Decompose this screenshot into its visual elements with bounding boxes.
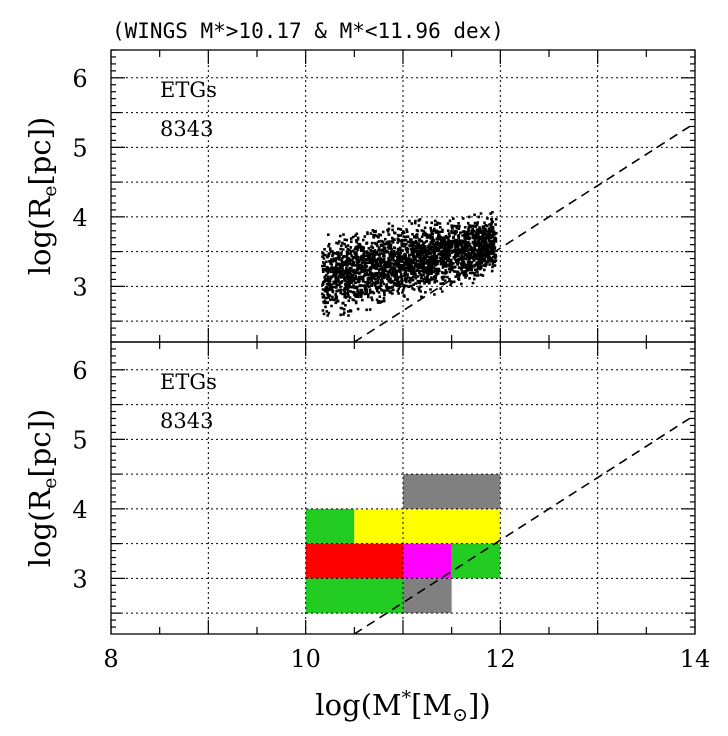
top-annotation-count: 8343 bbox=[160, 117, 213, 141]
x-axis-label: log(M*[M⊙]) bbox=[315, 687, 490, 726]
heatmap-cell bbox=[403, 474, 501, 509]
bottom-panel-heatmap: ETGs 8343 3 4 5 6 8 10 12 14 log(Re[pc]) log(M… bbox=[23, 341, 710, 726]
bottom-reference-line bbox=[353, 414, 695, 634]
chart-title: (WINGS M*>10.17 & M*<11.96 dex) bbox=[112, 19, 504, 43]
scatter-point-cloud bbox=[321, 211, 498, 317]
x-tick-label: 14 bbox=[680, 645, 711, 673]
x-tick-label: 12 bbox=[485, 645, 516, 673]
y-tick-label: 3 bbox=[72, 273, 87, 301]
y-tick-label: 5 bbox=[72, 134, 87, 162]
y-tick-label: 6 bbox=[72, 65, 87, 93]
heatmap-cell bbox=[305, 543, 403, 579]
y-tick-label: 3 bbox=[72, 565, 87, 593]
heatmap-cells bbox=[305, 474, 501, 614]
bottom-annotation-count: 8343 bbox=[160, 409, 213, 433]
heatmap-cell bbox=[305, 508, 355, 544]
heatmap-cell bbox=[403, 578, 452, 614]
bottom-y-axis-label: log(Re[pc]) bbox=[23, 409, 61, 567]
x-tick-label: 10 bbox=[290, 645, 321, 673]
heatmap-cell bbox=[451, 543, 501, 579]
heatmap-cell bbox=[403, 543, 452, 579]
x-tick-labels: 8 10 12 14 bbox=[103, 645, 710, 673]
y-tick-label: 6 bbox=[72, 357, 87, 385]
heatmap-cell bbox=[354, 508, 501, 544]
top-panel-ticks bbox=[110, 49, 696, 342]
bottom-panel-frame bbox=[110, 341, 696, 635]
top-reference-line bbox=[353, 122, 695, 342]
top-y-axis-label: log(Re[pc]) bbox=[23, 117, 61, 275]
y-tick-label: 5 bbox=[72, 426, 87, 454]
scatter-points bbox=[321, 211, 498, 317]
heatmap-cell bbox=[305, 578, 403, 614]
bottom-annotation-label: ETGs bbox=[160, 370, 217, 394]
bottom-panel-ticks bbox=[110, 341, 696, 634]
top-y-tick-labels: 3 4 5 6 bbox=[72, 65, 87, 302]
x-tick-label: 8 bbox=[103, 645, 118, 673]
bottom-panel-grid bbox=[111, 342, 695, 634]
bottom-y-tick-labels: 3 4 5 6 bbox=[72, 357, 87, 594]
top-panel-scatter: ETGs 8343 3 4 5 6 log(Re[pc]) bbox=[23, 49, 696, 343]
y-tick-label: 4 bbox=[72, 496, 87, 524]
y-tick-label: 4 bbox=[72, 204, 87, 232]
top-annotation-label: ETGs bbox=[160, 78, 217, 102]
